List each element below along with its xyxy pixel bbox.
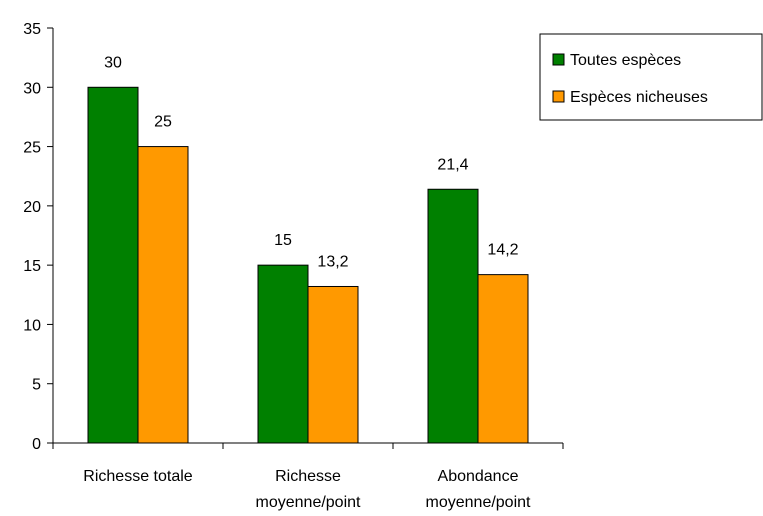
data-label: 15 (274, 232, 292, 249)
category-label: Richesse moyenne/point (256, 468, 362, 511)
category-label-line: Richesse (275, 468, 341, 485)
y-tick-label: 10 (23, 317, 41, 334)
bar-especes-nicheuses (477, 274, 529, 444)
legend-swatch-especes-nicheuses (552, 90, 565, 103)
y-tick-label: 15 (23, 258, 41, 275)
category-label: Abondance moyenne/point (426, 468, 532, 511)
data-labels: 30 25 15 13,2 21,4 14,2 (104, 54, 519, 270)
data-label: 25 (154, 114, 172, 131)
bars (87, 86, 529, 444)
category-label-line: Abondance (438, 468, 519, 485)
legend-box (539, 33, 763, 121)
category-label: Richesse totale (83, 468, 192, 485)
data-label: 14,2 (487, 242, 518, 259)
bar-especes-nicheuses (307, 285, 359, 444)
y-tick-label: 25 (23, 140, 41, 157)
bar-especes-nicheuses (137, 146, 189, 444)
bar-toutes-especes (427, 188, 479, 444)
category-label-line: moyenne/point (426, 494, 532, 511)
legend-swatch-toutes-especes (552, 53, 565, 66)
legend-label-toutes-especes: Toutes espèces (570, 52, 681, 69)
category-label-line: Richesse totale (83, 468, 192, 485)
data-label: 30 (104, 54, 122, 71)
y-tick-label: 0 (32, 436, 41, 453)
y-tick-label: 20 (23, 199, 41, 216)
data-label: 13,2 (317, 253, 348, 270)
y-tick-label: 5 (32, 377, 41, 394)
x-axis: Richesse totale Richesse moyenne/pointAbon… (52, 442, 564, 511)
legend-label-especes-nicheuses: Espèces nicheuses (570, 89, 708, 106)
category-label-line: moyenne/point (256, 494, 362, 511)
y-tick-label: 35 (23, 21, 41, 38)
y-axis: 0 5 10 15 20 25 30 35 (23, 21, 54, 453)
y-tick-label: 30 (23, 80, 41, 97)
data-label: 21,4 (437, 156, 468, 173)
legend: Toutes espèces Espèces nicheuses (539, 33, 763, 121)
bar-toutes-especes (257, 264, 309, 444)
bar-toutes-especes (87, 86, 139, 444)
